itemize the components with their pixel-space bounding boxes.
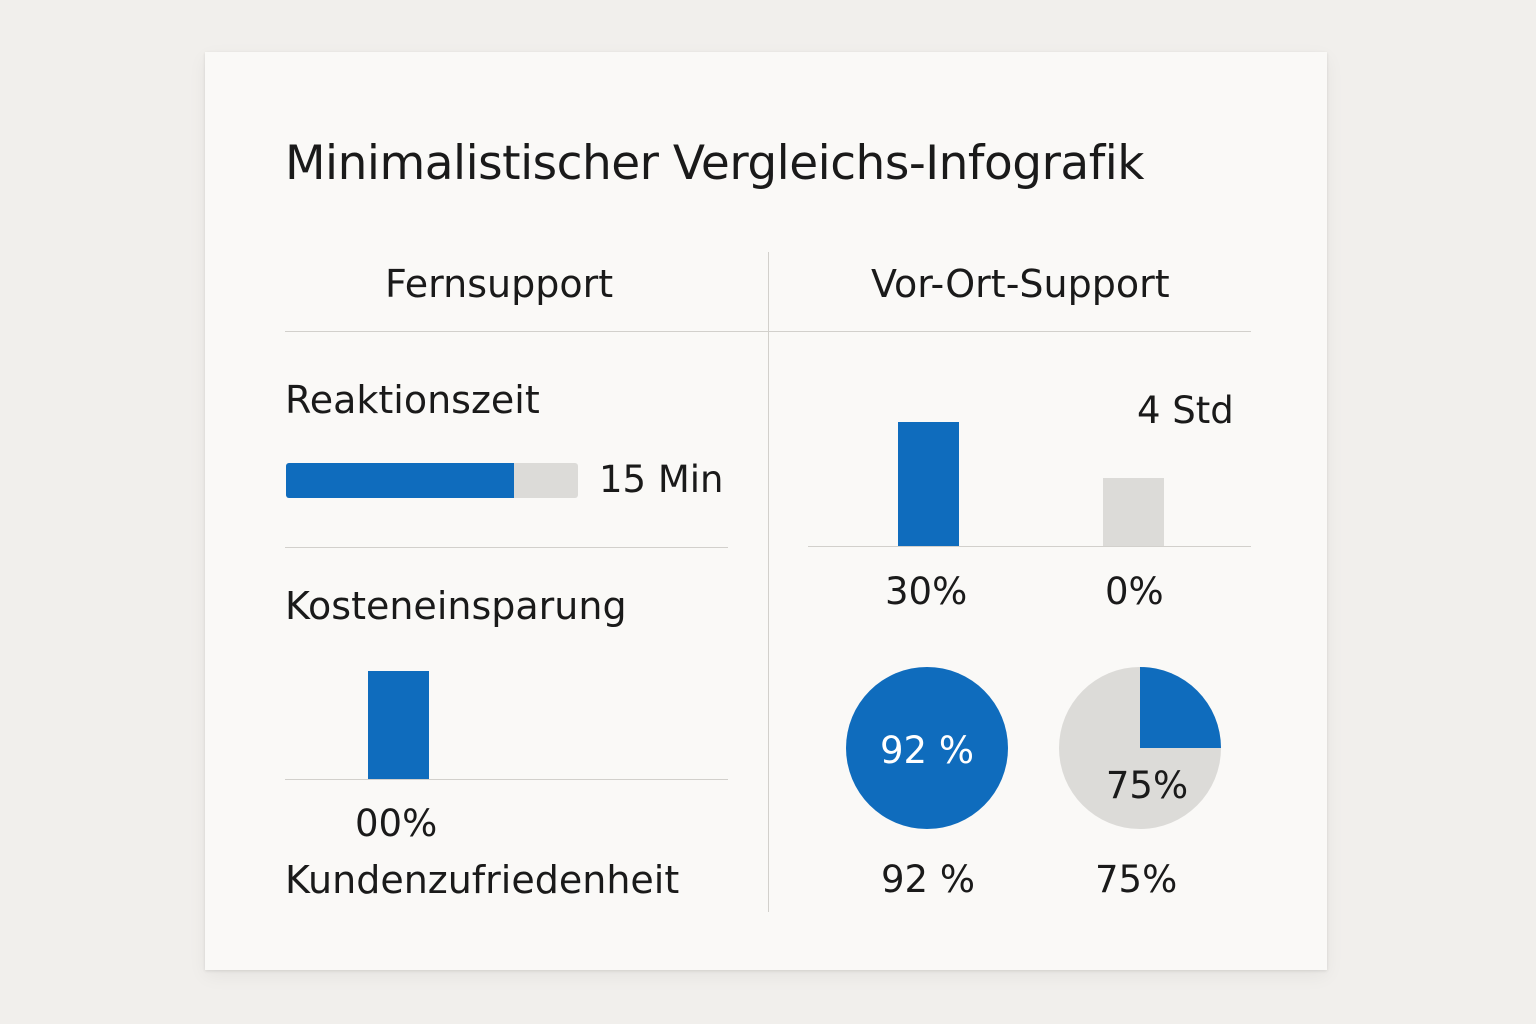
pie-chart-2: 75% <box>1059 667 1221 829</box>
kosteneinsparung-vorort-label-1: 30% <box>885 570 968 613</box>
row-label-kundenzufriedenheit: Kundenzufriedenheit <box>285 858 680 902</box>
column-header-vor-ort-support: Vor-Ort-Support <box>871 262 1170 306</box>
kundenzufriedenheit-value-2: 75% <box>1095 858 1178 901</box>
column-header-fernsupport: Fernsupport <box>385 262 614 306</box>
column-divider <box>768 252 769 912</box>
row-label-reaktionszeit: Reaktionszeit <box>285 378 540 422</box>
kundenzufriedenheit-value-1: 92 % <box>881 858 975 901</box>
row-divider-left <box>285 547 728 548</box>
reaktionszeit-fern-value: 15 Min <box>599 458 724 501</box>
row-label-kosteneinsparung: Kosteneinsparung <box>285 584 627 628</box>
infographic-card: Minimalistischer Vergleichs-Infografik F… <box>205 52 1327 970</box>
kosteneinsparung-vorort-label-2: 0% <box>1105 570 1164 613</box>
kosteneinsparung-fern-bar <box>368 671 429 779</box>
infographic-title: Minimalistischer Vergleichs-Infografik <box>285 136 1145 191</box>
kosteneinsparung-vorort-bar-1 <box>898 422 959 546</box>
pie-1-full-slice <box>846 667 1008 829</box>
kosteneinsparung-vorort-bar-2 <box>1103 478 1164 546</box>
pie-2-inner-label: 75% <box>1106 764 1188 807</box>
pie-chart-1: 92 % <box>846 667 1008 829</box>
reaktionszeit-bar-fill <box>286 463 514 498</box>
fern-bar-baseline <box>285 779 728 780</box>
vorort-bar-baseline <box>808 546 1251 547</box>
kosteneinsparung-fern-label: 00% <box>355 802 438 845</box>
header-divider <box>285 331 1251 332</box>
reaktionszeit-vorort-value: 4 Std <box>1137 389 1234 432</box>
pie-2-quarter-slice <box>1140 667 1221 748</box>
pie-1-inner-label: 92 % <box>880 729 974 772</box>
